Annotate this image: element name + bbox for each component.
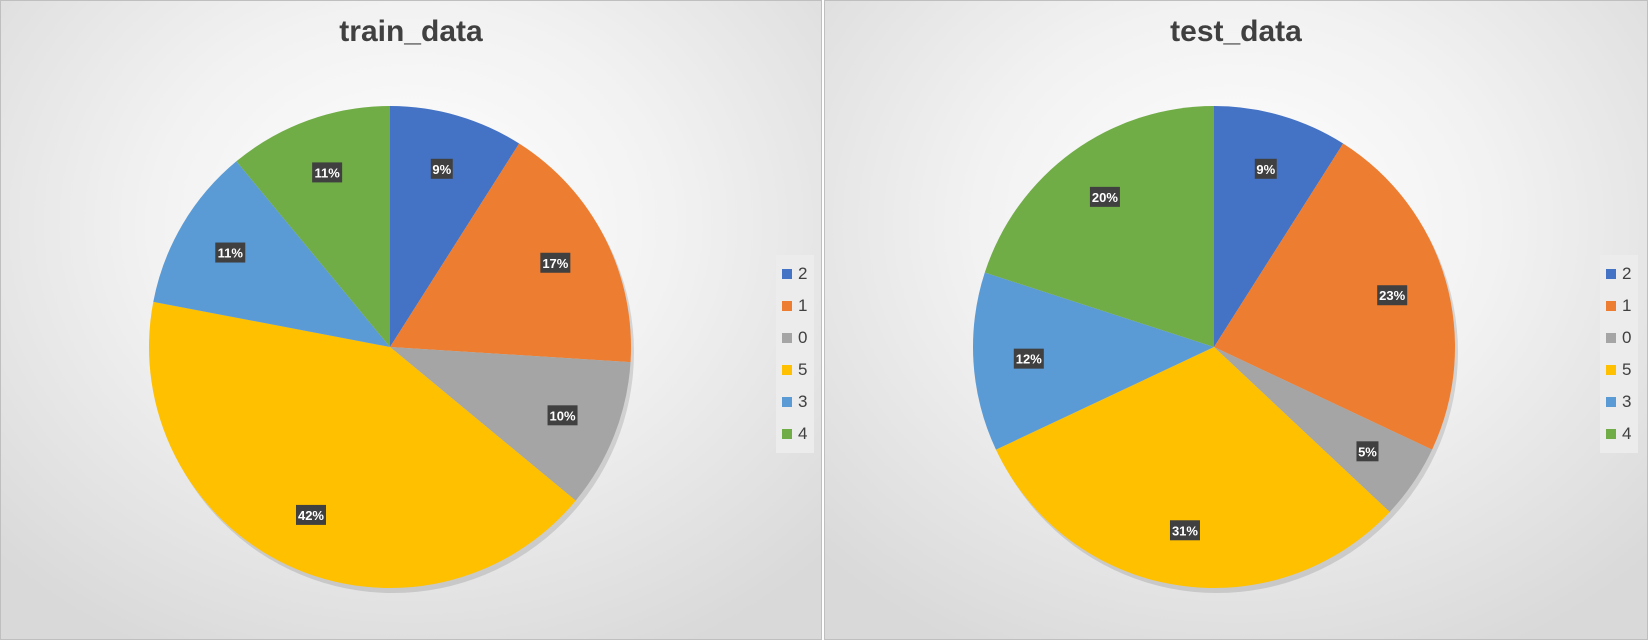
data-label-text: 11% — [218, 246, 244, 261]
chart-panel-test: test_data 9% 23% 5% 31% 12% 20% 2 1 0 5 3 4 — [824, 0, 1648, 640]
legend-item-4: 4 — [782, 418, 808, 450]
legend-swatch — [782, 365, 792, 375]
chart-legend: 2 1 0 5 3 4 — [776, 255, 814, 453]
legend-label: 5 — [798, 360, 808, 379]
legend-item-4: 4 — [1606, 418, 1632, 450]
legend-swatch — [782, 429, 792, 439]
chart-title: train_data — [339, 15, 483, 48]
pie-slice-0 — [390, 347, 631, 501]
data-label-text: 9% — [432, 162, 451, 177]
legend-label: 3 — [1622, 392, 1632, 411]
data-label-text: 5% — [1358, 444, 1377, 459]
pie-slice-4 — [984, 106, 1214, 347]
data-label-5: 31% — [1169, 520, 1200, 541]
legend-item-1: 1 — [1606, 290, 1632, 322]
pie-slice-4 — [236, 106, 390, 347]
legend-label: 2 — [1622, 264, 1632, 283]
pie-slice-3 — [973, 272, 1214, 450]
legend-item-0: 0 — [782, 322, 808, 354]
legend-swatch — [1606, 333, 1616, 343]
legend-label: 0 — [798, 328, 808, 347]
data-label-text: 11% — [314, 165, 340, 180]
pie-slice-1 — [390, 143, 631, 363]
data-label-0: 5% — [1356, 441, 1379, 462]
data-label-5: 42% — [295, 504, 326, 525]
legend-swatch — [782, 333, 792, 343]
legend-swatch — [1606, 397, 1616, 407]
data-label-text: 12% — [1016, 352, 1042, 367]
data-label-4: 20% — [1089, 186, 1120, 207]
legend-item-2: 2 — [782, 258, 808, 290]
pie-chart-train: 9% 17% 10% 42% 11% 11% — [149, 106, 634, 593]
pie-slice-0 — [1214, 347, 1433, 512]
data-label-text: 23% — [1379, 288, 1405, 303]
legend-item-0: 0 — [1606, 322, 1632, 354]
pie-slice-1 — [1214, 143, 1455, 450]
legend-item-5: 5 — [782, 354, 808, 386]
legend-swatch — [1606, 269, 1616, 279]
legend-item-3: 3 — [782, 386, 808, 418]
pie-chart-test: 9% 23% 5% 31% 12% 20% — [973, 106, 1458, 593]
chart-title: test_data — [1170, 15, 1302, 48]
data-label-1: 17% — [540, 252, 571, 273]
data-label-3: 12% — [1013, 348, 1044, 369]
legend-swatch — [782, 269, 792, 279]
chart-panel-train: train_data 9% 17% 10% 42% 11% 11% 2 1 0 5 3 4 — [0, 0, 822, 640]
legend-swatch — [782, 301, 792, 311]
data-label-text: 10% — [550, 408, 576, 423]
data-label-text: 17% — [542, 256, 568, 271]
data-label-text: 9% — [1256, 162, 1275, 177]
pie-slice-2 — [390, 106, 520, 347]
legend-swatch — [782, 397, 792, 407]
legend-label: 4 — [1622, 424, 1632, 443]
legend-label: 1 — [1622, 296, 1632, 315]
legend-label: 1 — [798, 296, 808, 315]
legend-item-1: 1 — [782, 290, 808, 322]
data-label-1: 23% — [1377, 285, 1408, 306]
data-label-3: 11% — [215, 242, 246, 263]
legend-label: 0 — [1622, 328, 1632, 347]
legend-label: 4 — [798, 424, 808, 443]
data-label-text: 20% — [1092, 190, 1118, 205]
data-label-2: 9% — [1254, 158, 1277, 179]
legend-item-3: 3 — [1606, 386, 1632, 418]
pie-slice-5 — [995, 347, 1390, 589]
pie-slice-5 — [149, 301, 576, 589]
pie-slice-3 — [153, 161, 390, 347]
pie-slice-2 — [1214, 106, 1344, 347]
legend-label: 3 — [798, 392, 808, 411]
legend-swatch — [1606, 365, 1616, 375]
data-label-text: 42% — [298, 508, 324, 523]
data-label-0: 10% — [547, 405, 578, 426]
data-label-text: 31% — [1172, 523, 1198, 538]
legend-swatch — [1606, 301, 1616, 311]
legend-swatch — [1606, 429, 1616, 439]
legend-label: 2 — [798, 264, 808, 283]
legend-item-5: 5 — [1606, 354, 1632, 386]
legend-label: 5 — [1622, 360, 1632, 379]
legend-item-2: 2 — [1606, 258, 1632, 290]
chart-legend: 2 1 0 5 3 4 — [1600, 255, 1638, 453]
data-label-4: 11% — [312, 162, 343, 183]
data-label-2: 9% — [430, 158, 453, 179]
